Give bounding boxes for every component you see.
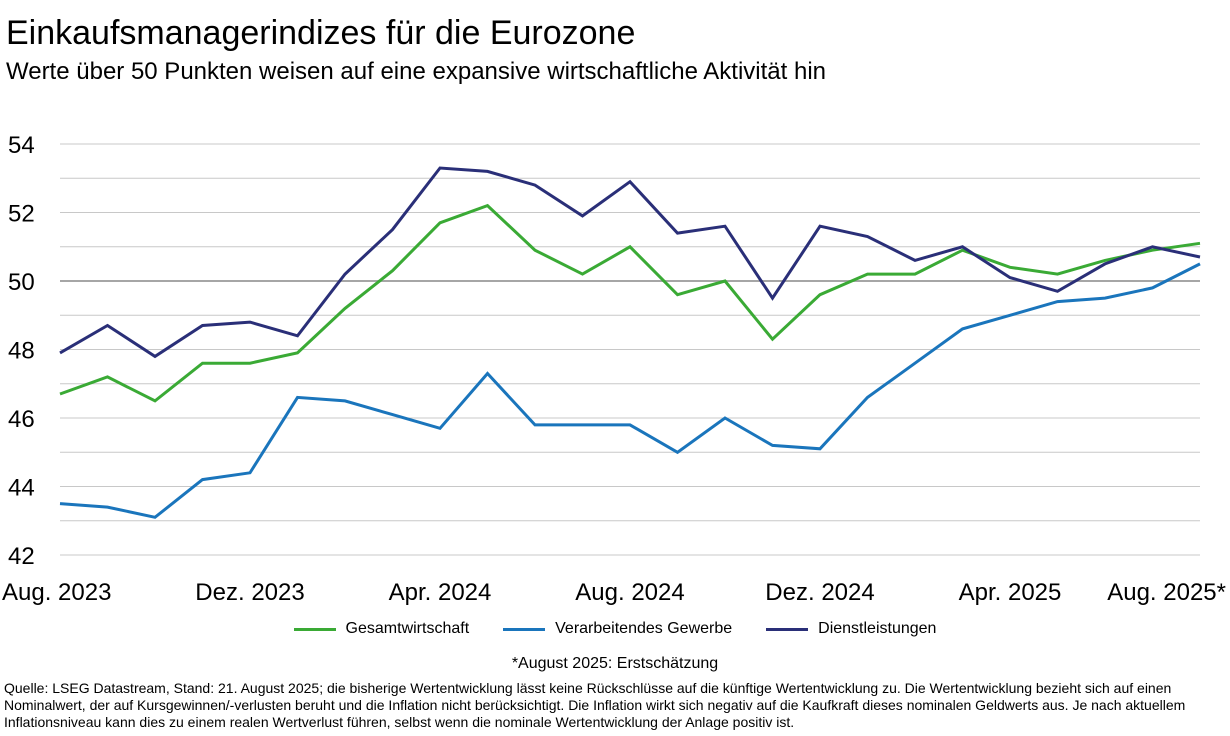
legend-label-dienstleistungen: Dienstleistungen [818, 620, 937, 637]
legend-item-dienstleistungen: Dienstleistungen [766, 620, 936, 638]
legend-swatch-dienstleistungen [766, 627, 809, 631]
line-chart: 42 44 46 48 50 52 54 Aug. 2023 Dez. 2023 Apr. 202… [2, 132, 1226, 606]
x-tick-label: Aug. 2023 [2, 579, 111, 606]
y-tick-label: 50 [8, 269, 35, 296]
legend-item-gesamtwirtschaft: Gesamtwirtschaft [293, 620, 470, 638]
x-tick-label: Aug. 2025* [1107, 579, 1226, 606]
series-line-gesamtwirtschaft [59, 203, 1201, 403]
legend-item-verarbeitendes-gewerbe: Verarbeitendes Gewerbe [503, 620, 732, 638]
legend-label-verarbeitendes-gewerbe: Verarbeitendes Gewerbe [555, 620, 733, 637]
footnote: *August 2025: Erstschätzung [511, 655, 719, 672]
chart-legend: Gesamtwirtschaft Verarbeitendes Gewerbe … [0, 620, 1230, 638]
series-line-verarbeitendes-gewerbe [59, 262, 1201, 519]
y-tick-label: 44 [8, 475, 35, 502]
x-tick-label: Dez. 2023 [195, 579, 304, 606]
y-tick-label: 54 [8, 132, 35, 159]
source-note: Quelle: LSEG Datastream, Stand: 21. Augu… [4, 680, 1186, 730]
y-tick-label: 52 [8, 201, 35, 228]
x-tick-label: Apr. 2025 [959, 579, 1062, 606]
x-tick-label: Dez. 2024 [765, 579, 874, 606]
x-tick-label: Aug. 2024 [575, 579, 684, 606]
y-tick-label: 42 [8, 543, 35, 570]
series-line-dienstleistungen [59, 166, 1201, 359]
x-tick-label: Apr. 2024 [389, 579, 492, 606]
chart-title: Einkaufsmanagerindizes für die Eurozone [6, 14, 636, 52]
y-tick-label: 48 [8, 338, 35, 365]
y-tick-label: 46 [8, 406, 35, 433]
chart-subtitle: Werte über 50 Punkten weisen auf eine ex… [6, 58, 827, 85]
legend-swatch-verarbeitendes-gewerbe [503, 627, 546, 631]
legend-swatch-gesamtwirtschaft [293, 627, 336, 631]
legend-label-gesamtwirtschaft: Gesamtwirtschaft [345, 620, 470, 637]
